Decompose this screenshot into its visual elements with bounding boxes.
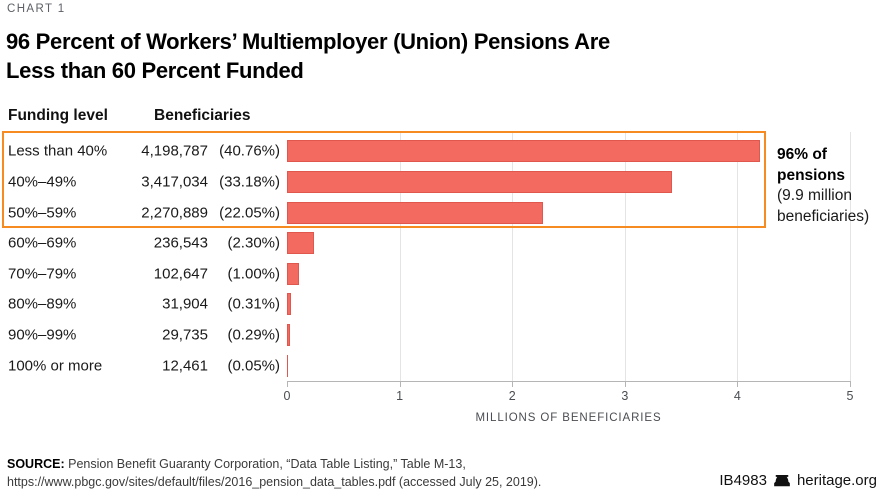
liberty-bell-icon <box>774 474 790 488</box>
bar <box>287 170 672 193</box>
axis-tick <box>399 381 401 387</box>
table-row: 50%–59% 2,270,889 (22.05%) <box>0 197 884 228</box>
table-row: 100% or more 12,461 (0.05%) <box>0 350 884 381</box>
row-beneficiaries-value: 3,417,034 <box>141 173 208 191</box>
gridline <box>399 132 401 381</box>
axis-tick <box>512 381 514 387</box>
axis-tick <box>287 381 288 387</box>
footer: IB4983 heritage.org <box>719 472 877 489</box>
x-axis-label: MILLIONS OF BENEFICIARIES <box>475 412 662 424</box>
row-percent-value: (40.76%) <box>219 142 280 160</box>
axis-tick-label: 3 <box>621 389 629 403</box>
gridline <box>624 132 626 381</box>
bar <box>287 354 289 377</box>
table-row: 60%–69% 236,543 (2.30%) <box>0 228 884 259</box>
axis-tick-label: 5 <box>846 389 854 403</box>
bar <box>287 140 760 163</box>
chart-title: 96 Percent of Workers’ Multiemployer (Un… <box>6 27 610 85</box>
x-axis-line <box>287 381 851 382</box>
axis-tick-label: 1 <box>396 389 404 403</box>
table-row: 40%–49% 3,417,034 (33.18%) <box>0 167 884 198</box>
row-funding-label: 50%–59% <box>8 204 77 222</box>
table-row: 80%–89% 31,904 (0.31%) <box>0 289 884 320</box>
axis-tick <box>737 381 739 387</box>
row-percent-value: (0.05%) <box>227 357 280 375</box>
chart-title-line2: Less than 60 Percent Funded <box>6 58 304 83</box>
annotation-line: (9.9 million <box>777 187 852 204</box>
brand-name: heritage.org <box>796 472 877 489</box>
axis-tick-label: 0 <box>283 389 291 403</box>
rows: Less than 40% 4,198,787 (40.76%) 40%–49%… <box>0 136 884 381</box>
row-funding-label: 60%–69% <box>8 234 77 252</box>
annotation-line: pensions <box>777 166 846 184</box>
table-row: Less than 40% 4,198,787 (40.76%) <box>0 136 884 167</box>
highlight-outline-box <box>2 131 766 228</box>
axis-tick <box>850 381 851 387</box>
row-beneficiaries-value: 2,270,889 <box>141 204 208 222</box>
row-beneficiaries-value: 4,198,787 <box>141 142 208 160</box>
row-funding-label: Less than 40% <box>8 142 108 160</box>
annotation-line: 96% of <box>777 146 827 163</box>
row-funding-label: 70%–79% <box>8 265 77 283</box>
annotation-line: beneficiaries) <box>777 207 870 225</box>
table-row: 70%–79% 102,647 (1.00%) <box>0 259 884 290</box>
row-funding-label: 90%–99% <box>8 326 77 344</box>
source-line2: https://www.pbgc.gov/sites/default/files… <box>7 475 542 489</box>
column-header-beneficiaries: Beneficiaries <box>154 107 251 124</box>
bar <box>287 262 299 285</box>
row-funding-label: 80%–89% <box>8 295 77 313</box>
row-percent-value: (1.00%) <box>227 265 280 283</box>
chart-title-line1: 96 Percent of Workers’ Multiemployer (Un… <box>6 29 610 54</box>
source-line1: SOURCE: Pension Benefit Guaranty Corpora… <box>7 455 541 473</box>
bar <box>287 293 291 316</box>
source-note: SOURCE: Pension Benefit Guaranty Corpora… <box>7 455 541 491</box>
gridline <box>512 132 514 381</box>
row-beneficiaries-value: 12,461 <box>162 357 208 375</box>
bar <box>287 232 314 255</box>
row-beneficiaries-value: 29,735 <box>162 326 208 344</box>
table-row: 90%–99% 29,735 (0.29%) <box>0 320 884 351</box>
row-beneficiaries-value: 236,543 <box>153 234 208 252</box>
source-label: SOURCE: <box>7 457 65 471</box>
row-percent-value: (0.29%) <box>227 326 280 344</box>
axis-tick-label: 4 <box>733 389 741 403</box>
source-text: Pension Benefit Guaranty Corporation, “D… <box>64 457 466 471</box>
column-header-funding-level: Funding level <box>8 107 108 124</box>
row-funding-label: 40%–49% <box>8 173 77 191</box>
row-percent-value: (22.05%) <box>219 204 280 222</box>
document-id: IB4983 <box>719 472 767 489</box>
row-percent-value: (33.18%) <box>219 173 280 191</box>
gridline <box>850 132 851 381</box>
row-percent-value: (0.31%) <box>227 295 280 313</box>
axis-tick-label: 2 <box>508 389 516 403</box>
highlight-annotation: 96% of pensions (9.9 million beneficiari… <box>777 145 869 227</box>
row-percent-value: (2.30%) <box>227 234 280 252</box>
row-beneficiaries-value: 102,647 <box>153 265 208 283</box>
row-beneficiaries-value: 31,904 <box>162 295 208 313</box>
chart-kicker: CHART 1 <box>7 3 66 15</box>
gridline <box>737 132 739 381</box>
row-funding-label: 100% or more <box>8 357 103 375</box>
bar <box>287 201 543 224</box>
axis-tick <box>624 381 626 387</box>
bar <box>287 324 291 347</box>
